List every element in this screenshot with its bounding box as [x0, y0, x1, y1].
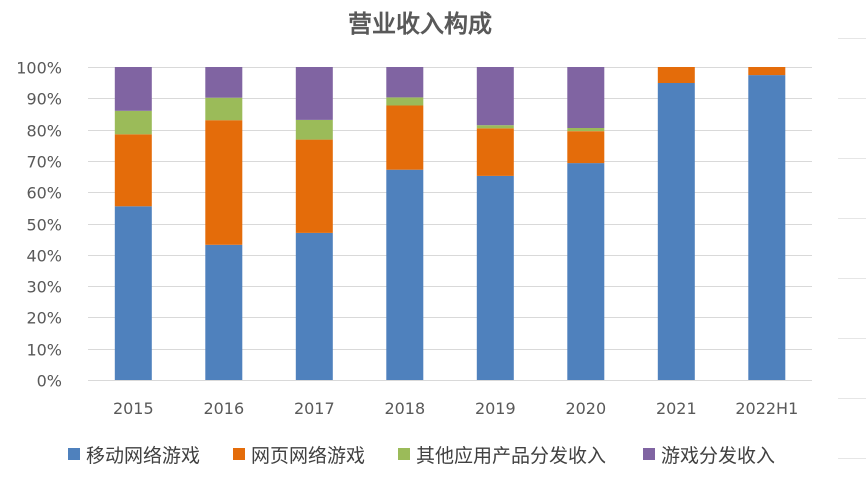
- y-tick-label: 0%: [37, 372, 62, 391]
- x-tick-label: 2020: [565, 399, 606, 418]
- bar-segment: [295, 139, 333, 233]
- bar-segment: [748, 67, 786, 76]
- bar-segment: [205, 97, 243, 121]
- y-tick-label: 70%: [26, 153, 62, 172]
- edge-gridline: [838, 338, 866, 339]
- bar-segment: [114, 206, 152, 380]
- x-tick-label: 2017: [294, 399, 335, 418]
- legend-label-game-distribution: 游戏分发收入: [661, 444, 776, 467]
- bar-segment: [295, 119, 333, 140]
- legend-swatch-other-apps: [398, 448, 410, 460]
- x-tick-label: 2022H1: [735, 399, 798, 418]
- legend-item-other-apps: 其他应用产品分发收入: [398, 441, 606, 467]
- y-tick-label: 20%: [26, 309, 62, 328]
- bar-segment: [567, 163, 605, 380]
- legend-item-mobile-games: 移动网络游戏: [68, 441, 200, 467]
- x-tick-label: 2016: [203, 399, 244, 418]
- bar-segment: [386, 97, 424, 106]
- bar-segment: [205, 67, 243, 98]
- edge-gridline: [838, 158, 866, 159]
- bar-segment: [567, 131, 605, 164]
- y-tick-label: 10%: [26, 341, 62, 360]
- y-tick-label: 30%: [26, 278, 62, 297]
- edge-gridline: [838, 218, 866, 219]
- bar-segment: [476, 125, 514, 129]
- legend-swatch-mobile-games: [68, 448, 80, 460]
- y-tick-label: 100%: [16, 59, 62, 78]
- y-tick-label: 40%: [26, 247, 62, 266]
- bar-segment: [386, 67, 424, 98]
- legend-label-other-apps: 其他应用产品分发收入: [416, 444, 607, 467]
- bar-segment: [748, 75, 786, 380]
- bar-segment: [114, 67, 152, 111]
- chart-title: 营业收入构成: [348, 10, 492, 38]
- edge-gridline: [838, 38, 866, 39]
- bar-segment: [386, 169, 424, 380]
- bar-segment: [205, 244, 243, 380]
- bar-segment: [476, 128, 514, 176]
- legend: 移动网络游戏 网页网络游戏 其他应用产品分发收入 游戏分发收入: [0, 441, 866, 467]
- bar-segment: [657, 83, 695, 380]
- legend-swatch-web-games: [233, 448, 245, 460]
- bar-segment: [205, 120, 243, 245]
- edge-gridline: [838, 398, 866, 399]
- y-tick-label: 60%: [26, 184, 62, 203]
- edge-gridline: [838, 98, 866, 99]
- bar-segment: [657, 67, 695, 83]
- y-tick-label: 50%: [26, 216, 62, 235]
- y-tick-label: 80%: [26, 122, 62, 141]
- x-tick-label: 2018: [384, 399, 425, 418]
- bar-segment: [476, 175, 514, 380]
- bar-segment: [295, 67, 333, 120]
- bar-segment: [567, 67, 605, 128]
- x-tick-label: 2019: [475, 399, 516, 418]
- bar-segment: [114, 110, 152, 135]
- x-tick-label: 2021: [656, 399, 697, 418]
- legend-label-mobile-games: 移动网络游戏: [86, 444, 201, 467]
- edge-gridline: [838, 278, 866, 279]
- bar-segment: [114, 134, 152, 207]
- edge-gridline: [838, 458, 866, 459]
- legend-item-game-distribution: 游戏分发收入: [643, 441, 775, 467]
- bar-segment: [295, 232, 333, 380]
- bar-segment: [386, 105, 424, 170]
- y-tick-label: 90%: [26, 90, 62, 109]
- legend-item-web-games: 网页网络游戏: [233, 441, 365, 467]
- x-tick-label: 2015: [113, 399, 154, 418]
- bar-segment: [476, 67, 514, 126]
- legend-label-web-games: 网页网络游戏: [251, 444, 366, 467]
- legend-swatch-game-distribution: [643, 448, 655, 460]
- bar-segment: [567, 128, 605, 132]
